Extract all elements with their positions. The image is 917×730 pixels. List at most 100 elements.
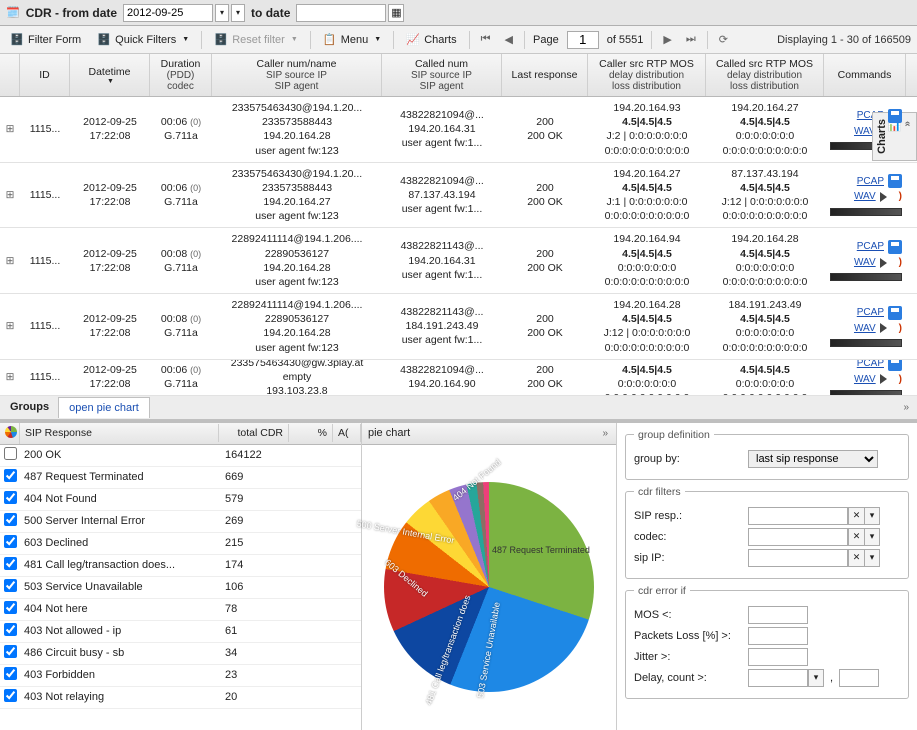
save-icon[interactable] [888, 109, 902, 123]
delay-count-input[interactable] [839, 669, 879, 687]
pcap-link[interactable]: PCAP [857, 175, 884, 189]
page-input[interactable] [567, 31, 599, 49]
sip-ip-combo[interactable]: ✕▾ [748, 549, 880, 567]
refresh-button[interactable]: ⟳ [716, 33, 731, 46]
save-icon[interactable] [888, 306, 902, 320]
row-checkbox[interactable] [4, 579, 17, 592]
sip-ip-input[interactable] [748, 549, 848, 567]
row-checkbox[interactable] [4, 491, 17, 504]
jitter-input[interactable] [748, 648, 808, 666]
first-page-button[interactable]: ⏮ [478, 33, 494, 46]
clear-icon[interactable]: ✕ [848, 528, 864, 546]
chevron-down-icon[interactable]: ▾ [864, 528, 880, 546]
wav-link[interactable]: WAV [854, 322, 876, 336]
list-item[interactable]: 487 Request Terminated 669 [0, 467, 361, 489]
expand-pie-icon[interactable]: » [600, 426, 610, 441]
col-datetime[interactable]: Datetime ▼ [70, 54, 150, 96]
quick-filters-menu[interactable]: 🗄️ Quick Filters ▼ [93, 31, 193, 49]
groups-tab[interactable]: Groups [0, 397, 59, 417]
row-checkbox[interactable] [4, 667, 17, 680]
calendar-icon[interactable]: ▦ [388, 4, 404, 22]
wav-link[interactable]: WAV [854, 190, 876, 204]
save-icon[interactable] [888, 240, 902, 254]
save-icon[interactable] [888, 360, 902, 371]
delay-combo[interactable]: ▾ [748, 669, 824, 687]
col-called-mos[interactable]: Called src RTP MOS delay distribution lo… [706, 54, 824, 96]
delay-input[interactable] [748, 669, 808, 687]
list-item[interactable]: 603 Declined 215 [0, 533, 361, 555]
save-icon[interactable] [888, 174, 902, 188]
table-row[interactable]: ⊞ 1115... 2012-09-2517:22:08 00:08 (0)G.… [0, 294, 917, 360]
collapse-icon[interactable]: « [900, 119, 915, 129]
prev-page-button[interactable]: ◀ [502, 33, 516, 46]
pcap-link[interactable]: PCAP [857, 306, 884, 320]
sip-resp-input[interactable] [748, 507, 848, 525]
list-item[interactable]: 500 Server Internal Error 269 [0, 511, 361, 533]
waveform-bar[interactable] [830, 339, 902, 347]
sound-icon[interactable] [880, 322, 894, 334]
codec-combo[interactable]: ✕▾ [748, 528, 880, 546]
last-page-button[interactable]: ⏭ [683, 33, 699, 46]
table-row[interactable]: ⊞ 1115... 2012-09-2517:22:08 00:08 (0)G.… [0, 228, 917, 294]
row-checkbox[interactable] [4, 557, 17, 570]
col-called[interactable]: Called num SIP source IP SIP agent [382, 54, 502, 96]
waveform-bar[interactable] [830, 390, 902, 396]
from-date-picker[interactable]: ▾ ▾ [123, 4, 245, 22]
pcap-link[interactable]: PCAP [857, 360, 884, 371]
to-date-input[interactable] [296, 4, 386, 22]
expand-row-icon[interactable]: ⊞ [0, 315, 20, 337]
sip-resp-combo[interactable]: ✕▾ [748, 507, 880, 525]
row-checkbox[interactable] [4, 623, 17, 636]
from-date-dropdown-icon[interactable]: ▾ [215, 4, 229, 22]
col-last-response[interactable]: Last response [502, 54, 588, 96]
list-item[interactable]: 403 Forbidden 23 [0, 665, 361, 687]
list-item[interactable]: 403 Not allowed - ip 61 [0, 621, 361, 643]
expand-row-icon[interactable]: ⊞ [0, 118, 20, 140]
gh-total[interactable]: total CDR [219, 424, 289, 442]
gh-percent[interactable]: % [289, 424, 333, 442]
to-date-picker[interactable]: ▦ [296, 4, 404, 22]
clear-icon[interactable]: ✕ [848, 549, 864, 567]
mos-input[interactable] [748, 606, 808, 624]
filter-form-button[interactable]: 🗄️ Filter Form [6, 31, 85, 49]
list-item[interactable]: 403 Not relaying 20 [0, 687, 361, 709]
charts-button[interactable]: 📈 Charts [402, 31, 460, 49]
row-checkbox[interactable] [4, 645, 17, 658]
group-by-select[interactable]: last sip response [748, 450, 878, 468]
list-item[interactable]: 481 Call leg/transaction does... 174 [0, 555, 361, 577]
from-date-input[interactable] [123, 4, 213, 22]
table-row[interactable]: ⊞ 1115... 2012-09-2517:22:08 00:06 (0)G.… [0, 163, 917, 229]
clear-icon[interactable]: ✕ [848, 507, 864, 525]
col-caller[interactable]: Caller num/name SIP source IP SIP agent [212, 54, 382, 96]
wav-link[interactable]: WAV [854, 373, 876, 387]
wav-link[interactable]: WAV [854, 256, 876, 270]
expand-row-icon[interactable]: ⊞ [0, 250, 20, 272]
codec-input[interactable] [748, 528, 848, 546]
pie-icon[interactable] [0, 423, 20, 444]
col-caller-mos[interactable]: Caller src RTP MOS delay distribution lo… [588, 54, 706, 96]
reset-filter-button[interactable]: 🗄️ Reset filter ▼ [210, 31, 302, 49]
pie-chart[interactable] [384, 482, 594, 692]
waveform-bar[interactable] [830, 273, 902, 281]
open-pie-chart-tab[interactable]: open pie chart [58, 397, 150, 418]
col-commands[interactable]: Commands [824, 54, 906, 96]
row-checkbox[interactable] [4, 447, 17, 460]
gh-sip-response[interactable]: SIP Response [20, 424, 219, 442]
expand-row-icon[interactable]: ⊞ [0, 184, 20, 206]
row-checkbox[interactable] [4, 469, 17, 482]
row-checkbox[interactable] [4, 689, 17, 702]
chevron-down-icon[interactable]: ▾ [864, 549, 880, 567]
sound-icon[interactable] [880, 373, 894, 385]
sound-icon[interactable] [880, 191, 894, 203]
table-row[interactable]: ⊞ 1115... 2012-09-2517:22:08 00:06 (0)G.… [0, 97, 917, 163]
pcap-link[interactable]: PCAP [857, 240, 884, 254]
list-item[interactable]: 486 Circuit busy - sb 34 [0, 643, 361, 665]
chevron-down-icon[interactable]: ▾ [231, 4, 245, 22]
chevron-down-icon[interactable]: ▾ [864, 507, 880, 525]
menu-button[interactable]: 📋 Menu ▼ [319, 31, 385, 49]
chevron-down-icon[interactable]: ▾ [808, 669, 824, 687]
row-checkbox[interactable] [4, 513, 17, 526]
next-page-button[interactable]: ▶ [660, 33, 674, 46]
list-item[interactable]: 404 Not Found 579 [0, 489, 361, 511]
list-item[interactable]: 404 Not here 78 [0, 599, 361, 621]
